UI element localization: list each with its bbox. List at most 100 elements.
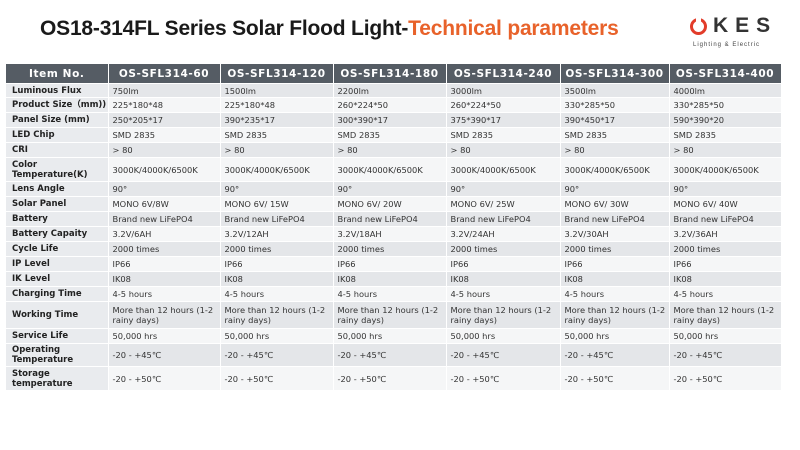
row-label: Product Size（mm))	[6, 97, 109, 113]
table-cell: -20 - +50℃	[220, 366, 334, 391]
table-cell: 330*285*50	[560, 97, 670, 113]
column-header-model: OS-SFL314-240	[446, 64, 561, 84]
table-cell: SMD 2835	[669, 127, 782, 143]
table-cell: 3.2V/24AH	[446, 226, 561, 242]
column-header-item: Item No.	[6, 64, 109, 84]
table-cell: Brand new LiFePO4	[108, 211, 221, 227]
table-cell: -20 - +45℃	[446, 343, 561, 367]
row-label: CRI	[6, 142, 109, 158]
table-cell: 4-5 hours	[560, 286, 670, 302]
table-cell: 390*450*17	[560, 112, 670, 128]
table-cell: IP66	[560, 256, 670, 272]
table-cell: SMD 2835	[108, 127, 221, 143]
table-cell: 90°	[560, 181, 670, 197]
table-cell: 4-5 hours	[220, 286, 334, 302]
table-cell: -20 - +45℃	[560, 343, 670, 367]
row-label: Service Life	[6, 328, 109, 344]
table-cell: 750lm	[108, 83, 221, 98]
table-cell: 250*205*17	[108, 112, 221, 128]
table-cell: More than 12 hours (1-2 rainy days)	[333, 301, 447, 329]
table-cell: 4-5 hours	[446, 286, 561, 302]
table-cell: MONO 6V/ 40W	[669, 196, 782, 212]
table-cell: 3.2V/30AH	[560, 226, 670, 242]
table-cell: More than 12 hours (1-2 rainy days)	[669, 301, 782, 329]
table-cell: > 80	[108, 142, 221, 158]
title-subject: Technical parameters	[408, 17, 619, 40]
table-cell: IP66	[108, 256, 221, 272]
table-row: Operating Temperature -20 - +45℃ -20 - +45…	[6, 343, 782, 367]
table-cell: 225*180*48	[108, 97, 221, 113]
table-row: Luminous Flux 750lm 1500lm 2200lm 3000lm 3500…	[6, 83, 782, 98]
table-cell: 4000lm	[669, 83, 782, 98]
table-cell: IK08	[108, 271, 221, 287]
table-cell: -20 - +50℃	[108, 366, 221, 391]
table-cell: 50,000 hrs	[108, 328, 221, 344]
table-cell: 3000K/4000K/6500K	[446, 157, 561, 182]
row-label: Cycle Life	[6, 241, 109, 257]
table-cell: 2000 times	[220, 241, 334, 257]
table-cell: -20 - +50℃	[446, 366, 561, 391]
table-cell: 2000 times	[446, 241, 561, 257]
table-cell: -20 - +45℃	[220, 343, 334, 367]
table-cell: 3.2V/36AH	[669, 226, 782, 242]
logo-name: KES	[713, 14, 778, 37]
table-cell: IK08	[220, 271, 334, 287]
row-label: Color Temperature(K)	[6, 157, 109, 182]
row-label: LED Chip	[6, 127, 109, 143]
row-label: Storage temperature	[6, 366, 109, 391]
column-header-model: OS-SFL314-120	[220, 64, 334, 84]
table-cell: MONO 6V/ 20W	[333, 196, 447, 212]
table-cell: MONO 6V/8W	[108, 196, 221, 212]
page-title: OS18-314FL Series Solar Flood Light-Tech…	[40, 17, 619, 41]
table-cell: 1500lm	[220, 83, 334, 98]
table-cell: > 80	[560, 142, 670, 158]
page-header: OS18-314FL Series Solar Flood Light-Tech…	[0, 0, 800, 62]
table-cell: > 80	[220, 142, 334, 158]
table-header-row: Item No. OS-SFL314-60 OS-SFL314-120 OS-SFL3…	[6, 64, 782, 84]
table-cell: 2000 times	[669, 241, 782, 257]
table-row: Service Life 50,000 hrs 50,000 hrs 50,000 h…	[6, 328, 782, 344]
table-cell: 390*235*17	[220, 112, 334, 128]
table-cell: -20 - +50℃	[333, 366, 447, 391]
table-cell: 2200lm	[333, 83, 447, 98]
row-label: IP Level	[6, 256, 109, 272]
table-cell: Brand new LiFePO4	[220, 211, 334, 227]
table-cell: -20 - +50℃	[669, 366, 782, 391]
table-cell: > 80	[669, 142, 782, 158]
table-cell: 50,000 hrs	[446, 328, 561, 344]
table-cell: 90°	[669, 181, 782, 197]
table-cell: 4-5 hours	[669, 286, 782, 302]
table-row: Storage temperature -20 - +50℃ -20 - +50℃ -…	[6, 366, 782, 391]
table-cell: MONO 6V/ 25W	[446, 196, 561, 212]
table-cell: 90°	[108, 181, 221, 197]
table-row: Lens Angle 90° 90° 90° 90° 90° 90°	[6, 181, 782, 197]
table-row: Working Time More than 12 hours (1-2 rain…	[6, 301, 782, 329]
table-cell: 4-5 hours	[108, 286, 221, 302]
table-cell: 2000 times	[333, 241, 447, 257]
table-cell: More than 12 hours (1-2 rainy days)	[446, 301, 561, 329]
table-cell: 2000 times	[560, 241, 670, 257]
table-cell: 3000K/4000K/6500K	[220, 157, 334, 182]
table-row: Battery Capaity 3.2V/6AH 3.2V/12AH 3.2V/18A…	[6, 226, 782, 242]
logo-wordmark: KES	[690, 14, 777, 38]
table-cell: 50,000 hrs	[333, 328, 447, 344]
row-label: IK Level	[6, 271, 109, 287]
column-header-model: OS-SFL314-400	[669, 64, 782, 84]
table-cell: 90°	[333, 181, 447, 197]
table-cell: 50,000 hrs	[560, 328, 670, 344]
table-row: Battery Brand new LiFePO4 Brand new LiFePO…	[6, 211, 782, 227]
table-cell: Brand new LiFePO4	[669, 211, 782, 227]
row-label: Lens Angle	[6, 181, 109, 197]
table-cell: SMD 2835	[446, 127, 561, 143]
table-row: Charging Time 4-5 hours 4-5 hours 4-5 hours…	[6, 286, 782, 302]
table-cell: IK08	[669, 271, 782, 287]
table-cell: 375*390*17	[446, 112, 561, 128]
table-cell: 330*285*50	[669, 97, 782, 113]
table-cell: Brand new LiFePO4	[446, 211, 561, 227]
row-label: Luminous Flux	[6, 83, 109, 98]
table-cell: 3.2V/18AH	[333, 226, 447, 242]
table-cell: 225*180*48	[220, 97, 334, 113]
spec-table: Item No. OS-SFL314-60 OS-SFL314-120 OS-SFL3…	[6, 64, 782, 391]
table-row: Product Size（mm)) 225*180*48 225*180*48 260…	[6, 97, 782, 113]
table-cell: -20 - +45℃	[669, 343, 782, 367]
